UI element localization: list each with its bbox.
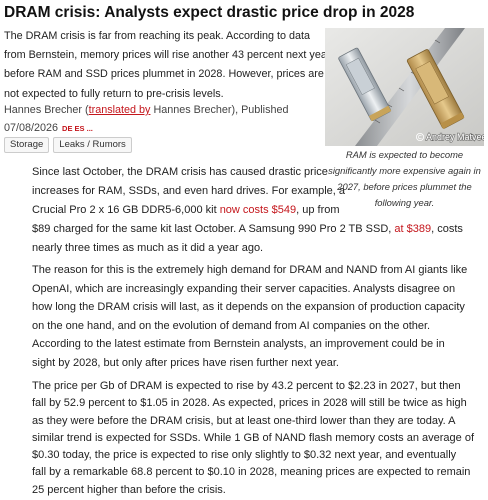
text-line: The reason for this is the extremely hig… [32, 264, 468, 276]
byline: Hannes Brecher (translated by Hannes Bre… [4, 101, 289, 138]
text-line: increases for RAM, SSDs, and even hard d… [32, 185, 346, 197]
image-credit: Andrey Matveev [426, 132, 484, 142]
author[interactable]: Hannes Brecher ( [4, 104, 89, 116]
text-line: $0.30 today, the price is expected to ri… [32, 449, 457, 462]
caption-line: following year. [374, 197, 435, 208]
translator[interactable]: Hannes Brecher), Published [150, 104, 289, 116]
ruler [355, 28, 465, 146]
text-line: fall by a remarkable 68.8 percent to $0.… [32, 466, 471, 479]
article-image: Andrey Matveev [325, 28, 484, 146]
ram-stick-silver [338, 47, 392, 122]
text-segment: , costs [431, 223, 463, 235]
text-line: OpenAI, which are increasingly expanding… [32, 282, 456, 295]
byline-line: Hannes Brecher (translated by Hannes Bre… [4, 101, 289, 119]
intro-line: before RAM and SSD prices plummet in 202… [4, 68, 324, 81]
translated-link[interactable]: translated by [88, 104, 151, 116]
text-segment: $89 charged for the same kit last Octobe… [32, 223, 395, 235]
intro-line: from Bernstein, memory prices will rise … [4, 49, 331, 62]
article-title: DRAM crisis: Analysts expect drastic pri… [4, 4, 415, 21]
text-line: as they were before the DRAM crisis, but… [32, 414, 456, 427]
text-line: fall by 52.9 percent to $1.05 in 2028. A… [32, 397, 467, 410]
intro-line: not expected to fully return to pre-cris… [4, 87, 224, 100]
copyright-icon [416, 133, 425, 142]
text-line: The price per Gb of DRAM is expected to … [32, 380, 461, 392]
text-line: how long the DRAM crisis will last, as i… [32, 301, 465, 313]
paragraph: The price per Gb of DRAM is expected to … [32, 378, 474, 499]
text-line: nearly three times as much as it did a y… [32, 242, 264, 254]
tags: Storage Leaks / Rumors [4, 137, 132, 153]
image-caption: RAM is expected to become significantly … [325, 147, 484, 211]
text-line: $89 charged for the same kit last Octobe… [32, 220, 463, 239]
date: 07/08/2026 [4, 122, 59, 134]
text-line: According to the latest estimate from Be… [32, 338, 445, 350]
text-line: sight by 2028, but only after prices hav… [32, 356, 339, 369]
byline-line: 07/08/2026 DE ES ... [4, 119, 289, 138]
caption-line: RAM is expected to become [345, 149, 464, 160]
paragraph: The reason for this is the extremely hig… [32, 261, 467, 372]
text-segment: , up from [296, 204, 340, 216]
inline-link[interactable]: now costs $549 [219, 204, 297, 216]
text-line: 25 percent higher than before the crisis… [32, 483, 226, 496]
inline-link[interactable]: at $389 [394, 223, 432, 235]
ram-stick-gold [406, 49, 465, 129]
caption-line: 2027, before prices plummet the [337, 181, 472, 192]
text-line: Since last October, the DRAM crisis has … [32, 166, 328, 178]
text-segment: Crucial Pro 2 x 16 GB DDR5-6,000 kit [32, 204, 220, 216]
tag[interactable]: Leaks / Rumors [53, 137, 132, 153]
intro: The DRAM crisis is far from reaching its… [4, 27, 330, 104]
paragraph: Since last October, the DRAM crisis has … [32, 163, 463, 258]
copyright-icon [418, 134, 422, 140]
intro-line: The DRAM crisis is far from reaching its… [4, 30, 311, 42]
text-line: on the one hand, and on the evolution of… [32, 319, 431, 332]
text-line: Crucial Pro 2 x 16 GB DDR5-6,000 kit now… [32, 201, 463, 220]
tag[interactable]: Storage [4, 137, 50, 153]
language-links[interactable]: DE ES ... [62, 124, 93, 133]
caption-line: significantly more expensive again in [328, 165, 481, 176]
text-line: similar trend is expected for SSDs. Whil… [32, 431, 474, 444]
